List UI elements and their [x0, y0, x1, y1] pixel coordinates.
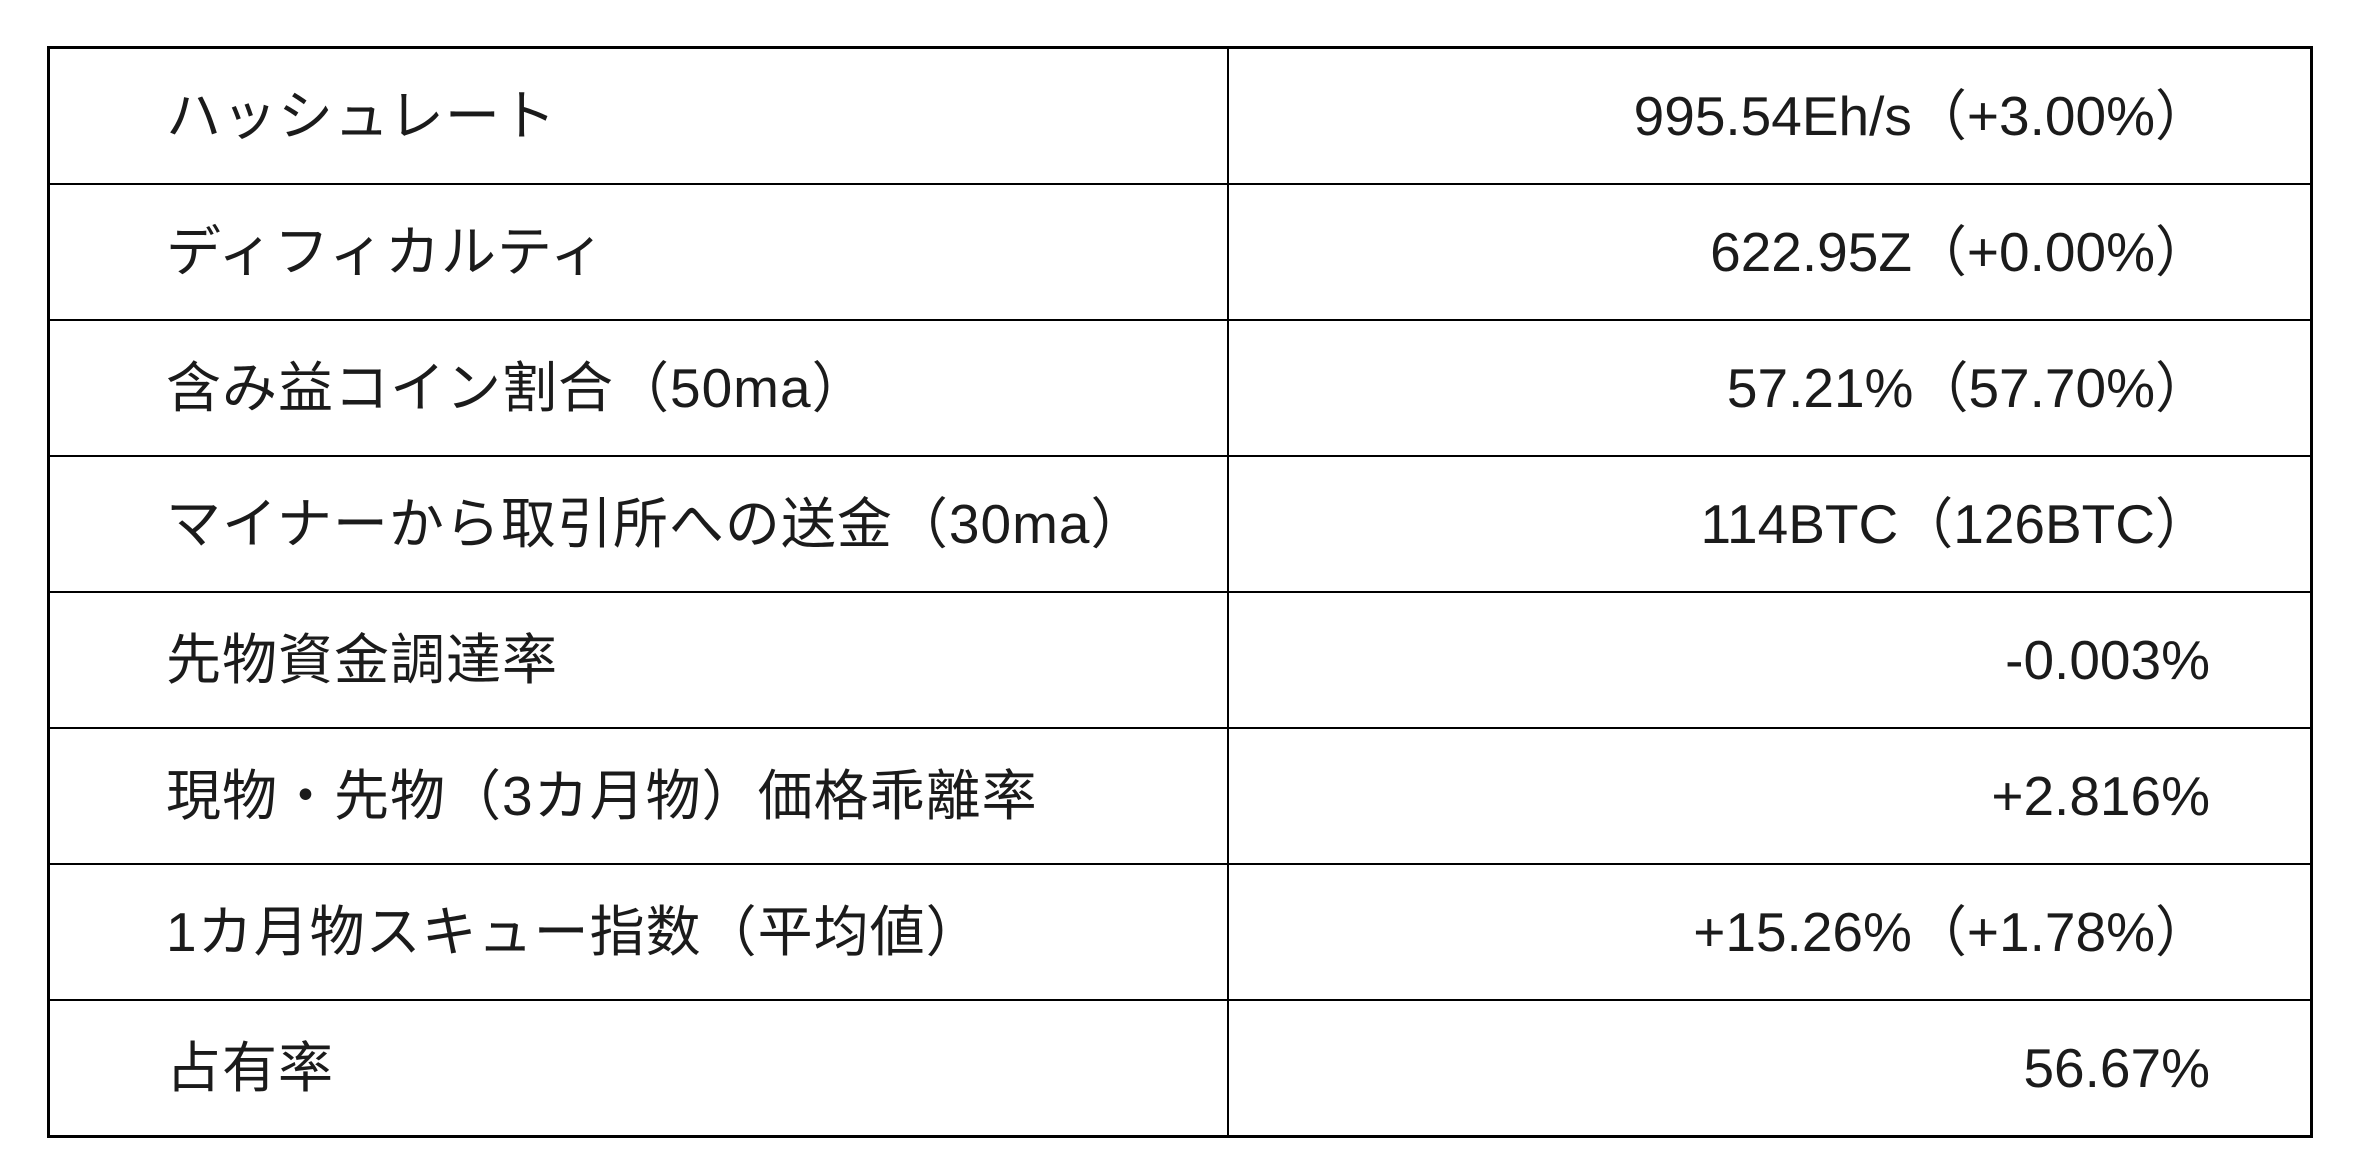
metric-value: 995.54Eh/s（+3.00%）: [1226, 46, 2313, 185]
table-row-miner-to-exchange: マイナーから取引所への送金（30ma） 114BTC（126BTC）: [47, 455, 2313, 593]
table-row-skew-index: 1カ月物スキュー指数（平均値） +15.26%（+1.78%）: [47, 863, 2313, 1001]
metric-label: 占有率: [47, 999, 1229, 1138]
crypto-metrics-table: ハッシュレート 995.54Eh/s（+3.00%） ディフィカルティ 622.…: [47, 46, 2313, 1138]
metric-value: -0.003%: [1226, 591, 2313, 729]
metric-label: ハッシュレート: [47, 46, 1229, 185]
metric-value: 114BTC（126BTC）: [1226, 455, 2313, 593]
metric-value: 622.95Z（+0.00%）: [1226, 183, 2313, 321]
metric-label: 含み益コイン割合（50ma）: [47, 319, 1229, 457]
metric-label: ディフィカルティ: [47, 183, 1229, 321]
metric-value: 56.67%: [1226, 999, 2313, 1138]
table-row-dominance: 占有率 56.67%: [47, 999, 2313, 1138]
metric-value: +15.26%（+1.78%）: [1226, 863, 2313, 1001]
metric-value: +2.816%: [1226, 727, 2313, 865]
metric-label: 1カ月物スキュー指数（平均値）: [47, 863, 1229, 1001]
table-row-coins-in-profit: 含み益コイン割合（50ma） 57.21%（57.70%）: [47, 319, 2313, 457]
metric-label: 先物資金調達率: [47, 591, 1229, 729]
table-row-hashrate: ハッシュレート 995.54Eh/s（+3.00%）: [47, 46, 2313, 185]
table-row-funding-rate: 先物資金調達率 -0.003%: [47, 591, 2313, 729]
metric-value: 57.21%（57.70%）: [1226, 319, 2313, 457]
table-row-difficulty: ディフィカルティ 622.95Z（+0.00%）: [47, 183, 2313, 321]
metric-label: マイナーから取引所への送金（30ma）: [47, 455, 1229, 593]
metric-label: 現物・先物（3カ月物）価格乖離率: [47, 727, 1229, 865]
table-row-spot-futures-basis: 現物・先物（3カ月物）価格乖離率 +2.816%: [47, 727, 2313, 865]
